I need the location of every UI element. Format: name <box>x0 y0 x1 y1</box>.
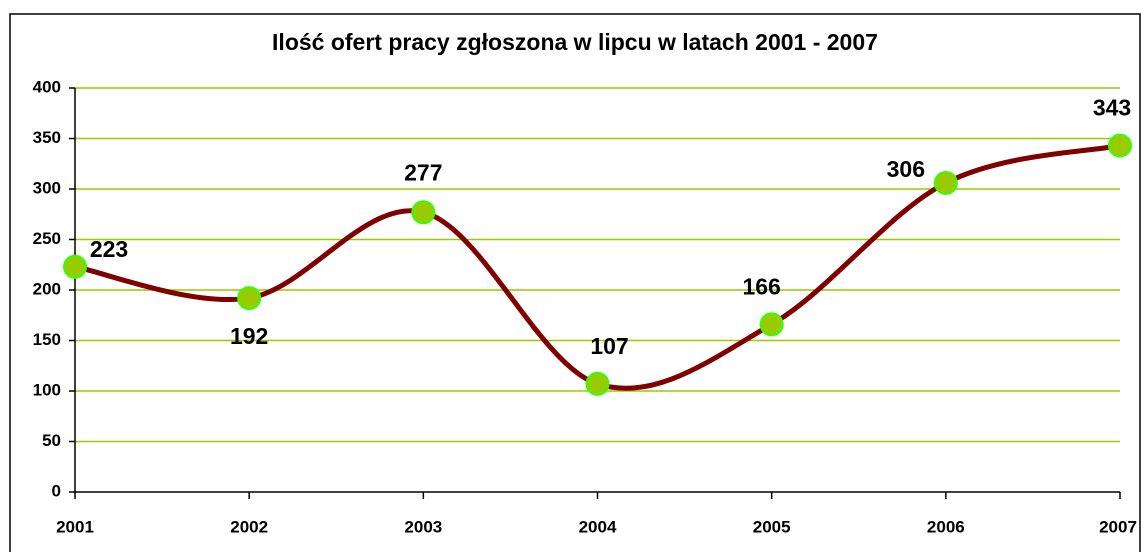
marker <box>933 170 958 195</box>
y-tick-label: 300 <box>33 178 61 197</box>
y-tick-label: 0 <box>52 481 61 500</box>
y-tick-label: 50 <box>42 431 61 450</box>
data-label: 223 <box>90 236 128 262</box>
y-tick-label: 200 <box>33 279 61 298</box>
x-tick-label: 2001 <box>56 517 94 536</box>
data-label: 306 <box>887 156 925 182</box>
data-label: 166 <box>742 273 780 299</box>
y-tick-label: 350 <box>33 128 61 147</box>
chart-frame <box>9 13 1141 552</box>
marker <box>63 254 87 279</box>
marker <box>585 371 610 396</box>
data-label: 107 <box>590 333 628 359</box>
x-tick-label: 2002 <box>230 517 268 536</box>
data-label: 343 <box>1093 95 1131 121</box>
x-tick-label: 2003 <box>404 517 442 536</box>
chart-title: Ilość ofert pracy zgłoszona w lipcu w la… <box>272 29 878 55</box>
data-label: 277 <box>404 159 442 185</box>
x-tick-label: 2007 <box>1099 517 1137 536</box>
marker <box>237 286 262 311</box>
y-tick-label: 400 <box>33 77 61 96</box>
marker <box>411 200 436 225</box>
marker <box>1108 133 1132 158</box>
y-tick-label: 250 <box>33 229 61 248</box>
data-label: 192 <box>230 323 268 349</box>
x-tick-label: 2005 <box>753 517 791 536</box>
y-tick-label: 100 <box>33 380 61 399</box>
x-tick-label: 2006 <box>927 517 965 536</box>
x-tick-label: 2004 <box>579 517 617 536</box>
y-tick-label: 150 <box>33 330 61 349</box>
marker <box>759 312 784 337</box>
